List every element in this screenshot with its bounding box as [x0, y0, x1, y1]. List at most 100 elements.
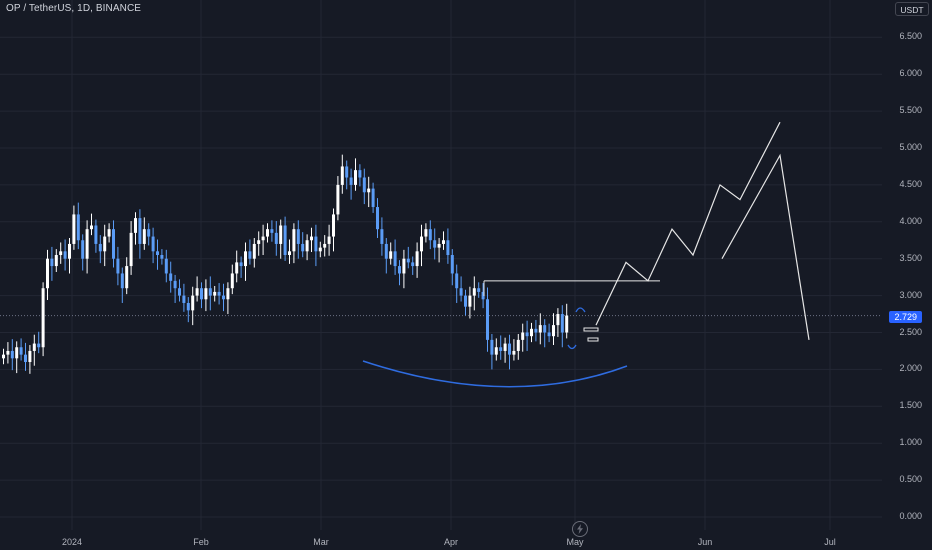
- candle-body: [468, 295, 472, 307]
- candle-body: [371, 188, 375, 208]
- projection-path: [595, 121, 781, 326]
- candlestick-series: [2, 154, 569, 374]
- candle-body: [156, 251, 159, 256]
- candle-body: [442, 240, 445, 244]
- candle-body: [362, 177, 366, 193]
- candle-body: [200, 288, 203, 300]
- candle-body: [336, 184, 340, 215]
- candle-body: [521, 332, 525, 340]
- candle-body: [314, 236, 318, 252]
- candle-body: [46, 258, 49, 289]
- price-tick-label: 5.500: [899, 105, 922, 116]
- candle-body: [516, 339, 520, 351]
- candle-body: [142, 229, 146, 244]
- price-tick-label: 3.000: [899, 289, 922, 300]
- current-price-label: 2.729: [889, 311, 922, 323]
- price-tick-label: 3.500: [899, 252, 922, 263]
- candle-body: [173, 280, 177, 289]
- candle-body: [358, 170, 362, 178]
- candle-body: [37, 343, 41, 348]
- candle-body: [477, 288, 481, 292]
- candle-body: [41, 288, 45, 348]
- marker-bar: [583, 327, 599, 332]
- candle-body: [50, 258, 54, 267]
- candle-body: [345, 166, 349, 178]
- price-tick-label: 2.000: [899, 363, 922, 374]
- candle-body: [552, 325, 555, 337]
- candle-body: [169, 273, 173, 281]
- candle-body: [76, 214, 80, 241]
- candle-body: [292, 229, 296, 252]
- candle-body: [164, 258, 168, 274]
- candle-body: [508, 343, 511, 355]
- candle-body: [411, 262, 415, 267]
- currency-unit-button[interactable]: USDT: [895, 2, 929, 16]
- candle-body: [556, 314, 560, 326]
- candle-body: [19, 347, 23, 355]
- candle-body: [446, 240, 450, 256]
- candle-body: [59, 251, 63, 256]
- candle-body: [428, 229, 432, 241]
- candle-body: [63, 251, 67, 259]
- candle-body: [151, 236, 155, 252]
- candle-body: [305, 240, 309, 252]
- candle-body: [310, 236, 313, 241]
- candle-body: [279, 225, 283, 244]
- time-tick-label: Jun: [697, 537, 713, 547]
- lightning-icon[interactable]: [572, 521, 588, 537]
- candle-body: [32, 343, 36, 351]
- candle-body: [283, 225, 287, 256]
- price-tick-label: 6.500: [899, 31, 922, 42]
- candle-body: [437, 243, 441, 248]
- candle-body: [534, 328, 538, 333]
- candle-body: [186, 302, 190, 311]
- candle-body: [376, 207, 379, 230]
- projection-path-2: [721, 153, 810, 340]
- candle-body: [125, 266, 129, 289]
- candle-body: [116, 258, 120, 274]
- user-drawings[interactable]: [362, 121, 810, 388]
- candle-body: [235, 262, 239, 274]
- price-tick-label: 1.000: [899, 437, 922, 448]
- candle-body: [261, 236, 265, 241]
- candle-body: [134, 218, 137, 233]
- candle-body: [274, 232, 278, 244]
- candle-body: [10, 350, 14, 359]
- candle-body: [327, 236, 331, 244]
- candle-body: [195, 288, 199, 296]
- price-tick-label: 0.500: [899, 474, 922, 485]
- candle-body: [112, 229, 115, 259]
- candle-body: [191, 295, 195, 311]
- time-tick-label: Jul: [824, 537, 836, 547]
- candle-body: [248, 251, 252, 259]
- price-tick-label: 4.000: [899, 215, 922, 226]
- candle-body: [415, 251, 419, 267]
- candle-body: [538, 325, 542, 333]
- support-arc: [362, 360, 628, 388]
- candle-body: [420, 236, 423, 252]
- candle-body: [129, 232, 133, 267]
- candle-body: [490, 339, 494, 355]
- candle-body: [565, 315, 569, 333]
- time-tick-label: Apr: [443, 537, 459, 547]
- candle-body: [90, 225, 93, 230]
- price-tick-label: 4.500: [899, 178, 922, 189]
- candle-body: [15, 347, 19, 359]
- candle-body: [160, 255, 164, 259]
- candle-body: [226, 288, 230, 300]
- candle-body: [208, 288, 212, 296]
- price-tick-label: 6.000: [899, 68, 922, 79]
- candle-body: [103, 236, 107, 252]
- candle-body: [138, 218, 142, 244]
- candle-body: [472, 288, 476, 296]
- candle-body: [301, 243, 305, 252]
- candle-body: [94, 225, 98, 244]
- price-tick-label: 2.500: [899, 326, 922, 337]
- candle-body: [24, 354, 27, 363]
- candle-body: [340, 166, 344, 185]
- candle-body: [85, 229, 89, 259]
- candle-body: [68, 243, 71, 259]
- candle-body: [389, 251, 393, 259]
- candle-body: [204, 288, 208, 300]
